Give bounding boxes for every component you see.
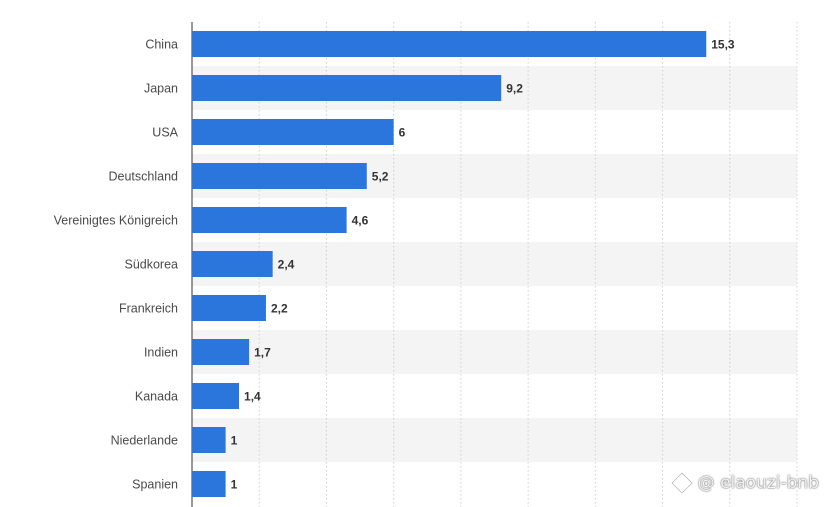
category-labels: China Japan USA Deutschland Vereinigtes Köni… (54, 38, 179, 492)
category-label: Vereinigtes Königreich (54, 214, 178, 228)
value-label: 4,6 (352, 214, 369, 228)
row-stripe (192, 418, 797, 462)
value-labels: 15,3 9,2 6 5,2 4,6 2,4 2,2 1,7 1,4 1 1 (231, 38, 735, 492)
value-label: 2,2 (271, 302, 288, 316)
bar (192, 427, 226, 453)
category-label: Südkorea (124, 258, 178, 272)
bar (192, 339, 250, 365)
bar (192, 295, 266, 321)
diamond-logo-icon (670, 471, 694, 495)
watermark: @ elaouzi-bnb (670, 471, 819, 495)
category-label: Japan (144, 82, 178, 96)
row-stripe (192, 242, 797, 286)
row-stripe (192, 330, 797, 374)
bar (192, 383, 240, 409)
value-label: 1,4 (244, 390, 261, 404)
category-label: Spanien (132, 478, 178, 492)
watermark-text: @ elaouzi-bnb (697, 473, 819, 493)
category-label: USA (152, 126, 178, 140)
category-label: Kanada (135, 390, 178, 404)
bar (192, 471, 226, 497)
bar (192, 163, 367, 189)
value-label: 15,3 (711, 38, 735, 52)
category-label: Frankreich (119, 302, 178, 316)
value-label: 1 (231, 478, 238, 492)
row-stripes (192, 66, 797, 462)
bar (192, 119, 394, 145)
value-label: 2,4 (278, 258, 295, 272)
bar (192, 251, 273, 277)
gridlines (258, 22, 798, 507)
bars (192, 31, 707, 497)
bar (192, 75, 502, 101)
value-label: 6 (399, 126, 406, 140)
value-label: 9,2 (506, 82, 523, 96)
category-label: Deutschland (109, 170, 179, 184)
category-label: China (145, 38, 178, 52)
bar (192, 31, 707, 57)
value-label: 1,7 (254, 346, 271, 360)
value-label: 1 (231, 434, 238, 448)
value-label: 5,2 (372, 170, 389, 184)
category-label: Niederlande (111, 434, 178, 448)
category-label: Indien (144, 346, 178, 360)
bar (192, 207, 347, 233)
